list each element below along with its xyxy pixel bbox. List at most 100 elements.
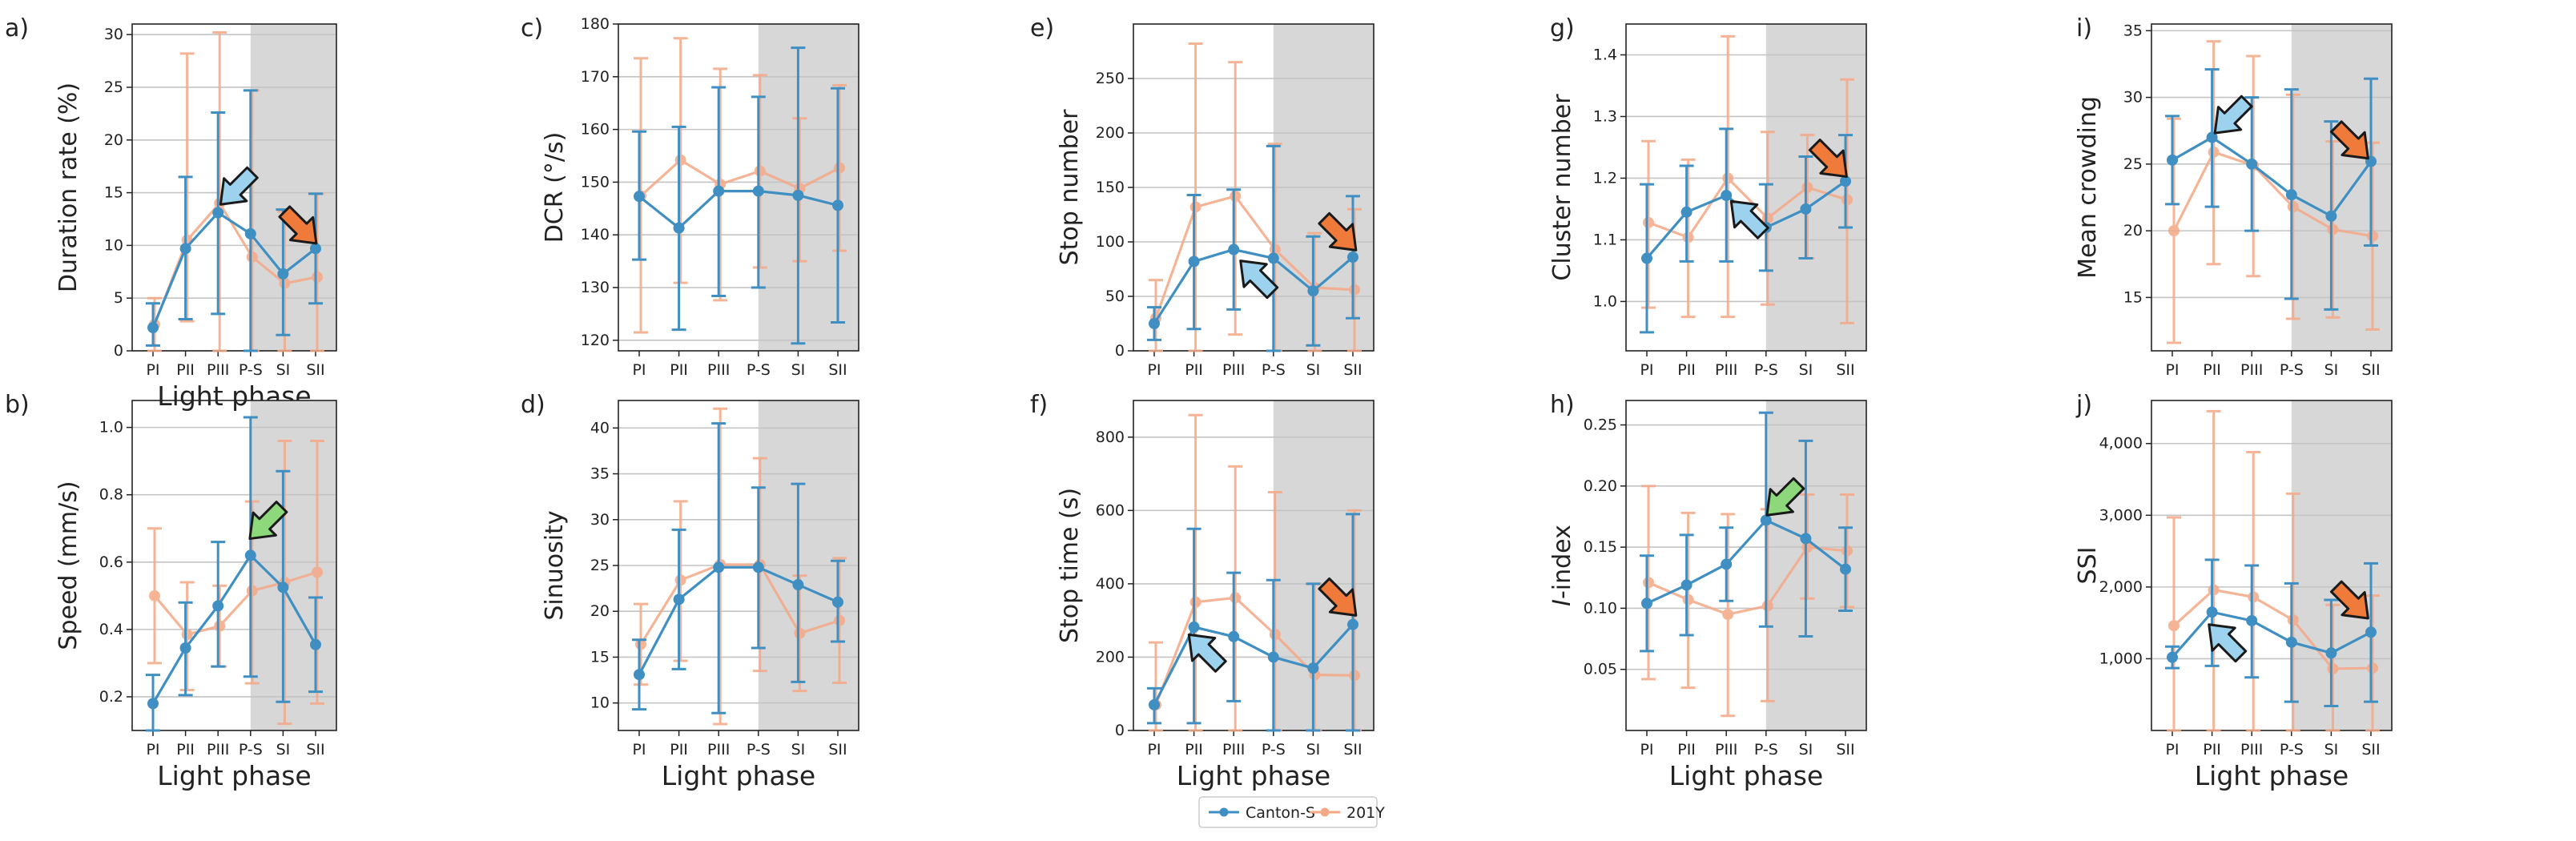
series-j-201y [2167, 409, 2380, 732]
xtick-label-e-2: PIII [1222, 361, 1245, 379]
panel-letter-h: h) [1550, 391, 1575, 419]
point-b-1-3 [246, 585, 258, 597]
axes-frame-b [131, 400, 337, 731]
point-e-0-3 [1267, 252, 1279, 264]
xlabel-f: Light phase [1177, 760, 1330, 791]
xlabel-b: Light phase [157, 760, 311, 791]
point-d-0-0 [634, 669, 645, 681]
ylabel-i: Mean crowding [2074, 96, 2102, 279]
ytick-label-i-4: 35 [2123, 22, 2143, 39]
ytick-label-j-3: 4,000 [2099, 435, 2143, 453]
ytick-label-d-4: 30 [590, 511, 610, 529]
ytick-label-f-0: 0 [1115, 722, 1125, 739]
xtick-label-b-0: PI [146, 741, 159, 759]
xtick-label-a-5: SII [306, 361, 324, 379]
point-f-1-2 [1230, 592, 1242, 604]
point-j-1-4 [2327, 662, 2339, 674]
xtick-label-e-4: SI [1306, 361, 1321, 379]
panel-f: 0 200 400 600 800 PI PII PIII P-S SI SII Stop time … [1030, 391, 1375, 791]
series-d-canton [632, 422, 845, 714]
ytick-label-a-6: 30 [104, 26, 123, 43]
panel-e: 0 50 100 150 200 250 PI PII PIII P-S SI SII Stop num… [1030, 14, 1375, 379]
ytick-label-c-6: 180 [581, 15, 610, 33]
point-a-0-1 [179, 243, 191, 255]
panel-letter-g: g) [1550, 14, 1575, 42]
point-j-0-1 [2206, 606, 2218, 618]
xtick-label-g-0: PI [1640, 361, 1653, 379]
panel-a: 0 5 10 15 20 25 30 PI PII PIII P-S SI SII Duration ra… [5, 14, 337, 412]
series-line-d-1 [639, 563, 840, 646]
xtick-label-b-1: PII [176, 741, 195, 759]
xtick-label-b-3: P-S [239, 741, 263, 759]
legend-frame [1198, 796, 1378, 828]
point-f-0-5 [1347, 618, 1358, 630]
series-b-201y [147, 439, 324, 726]
annotation-arrow-i-blue-0 [2213, 95, 2253, 135]
point-g-1-4 [1801, 182, 1813, 193]
point-b-1-2 [214, 620, 226, 632]
annotation-arrow-e-orange-1 [1318, 211, 1358, 251]
xtick-label-j-3: P-S [2280, 741, 2304, 759]
point-i-0-4 [2325, 210, 2337, 222]
legend-marker-201y [1320, 807, 1330, 817]
series-line-f-1 [1154, 596, 1355, 706]
xtick-label-i-4: SI [2324, 361, 2339, 379]
panel-letter-j: j) [2075, 391, 2092, 419]
point-b-0-0 [147, 698, 159, 710]
point-f-0-4 [1307, 662, 1319, 674]
series-h-canton [1640, 411, 1853, 653]
point-j-0-4 [2325, 647, 2337, 659]
ylabel-c: DCR (°/s) [541, 132, 569, 243]
ytick-label-e-5: 250 [1096, 70, 1125, 87]
point-h-1-1 [1682, 594, 1694, 606]
xtick-label-j-0: PI [2165, 741, 2179, 759]
point-c-1-5 [834, 162, 845, 174]
point-h-1-5 [1841, 545, 1853, 557]
panel-letter-b: b) [5, 391, 30, 419]
ylabel-b: Speed (mm/s) [54, 481, 83, 650]
point-c-0-5 [832, 199, 843, 211]
series-line-h-1 [1648, 545, 1848, 616]
ytick-label-d-3: 25 [590, 557, 610, 574]
point-g-0-2 [1721, 190, 1733, 202]
point-c-0-1 [673, 222, 685, 234]
point-g-0-0 [1641, 252, 1652, 264]
axes-frame-h [1625, 400, 1867, 731]
xtick-label-i-2: PIII [2240, 361, 2263, 379]
xtick-label-f-0: PI [1147, 741, 1161, 759]
xtick-label-a-1: PII [176, 361, 195, 379]
point-e-0-2 [1228, 243, 1240, 256]
arrow-shape-i-0 [2213, 95, 2253, 135]
ytick-label-d-2: 20 [590, 602, 610, 620]
xtick-label-j-4: SI [2324, 741, 2339, 759]
annotation-arrow-e-blue-0 [1239, 260, 1279, 300]
point-e-0-1 [1188, 256, 1200, 268]
axes-frame-c [618, 23, 859, 352]
point-g-0-4 [1800, 203, 1812, 215]
series-h-201y [1641, 485, 1854, 718]
xtick-label-i-5: SII [2361, 361, 2380, 379]
point-f-0-1 [1188, 621, 1200, 633]
ytick-label-c-0: 120 [581, 332, 610, 349]
series-line-f-0 [1153, 623, 1354, 706]
series-line-j-0 [2171, 610, 2372, 658]
xtick-label-h-1: PII [1677, 741, 1696, 759]
shaded-region-c [758, 24, 859, 351]
ytick-label-d-5: 35 [590, 465, 610, 483]
ytick-label-h-0: 0.05 [1584, 661, 1617, 678]
xtick-label-c-0: PI [632, 361, 646, 379]
point-f-0-2 [1228, 630, 1240, 642]
xtick-label-i-3: P-S [2280, 361, 2304, 379]
xtick-label-j-1: PII [2203, 741, 2221, 759]
panel-letter-a: a) [5, 14, 29, 42]
point-i-1-5 [2367, 230, 2378, 242]
ytick-label-e-1: 50 [1105, 288, 1125, 305]
series-line-g-1 [1648, 175, 1848, 239]
annotation-arrow-b-green-0 [248, 501, 288, 541]
xtick-label-g-1: PII [1677, 361, 1696, 379]
ytick-label-f-3: 600 [1096, 501, 1125, 519]
point-a-0-3 [244, 227, 256, 239]
xtick-label-b-5: SII [306, 741, 324, 759]
axes-frame-g [1625, 23, 1867, 352]
point-c-0-4 [792, 189, 804, 201]
